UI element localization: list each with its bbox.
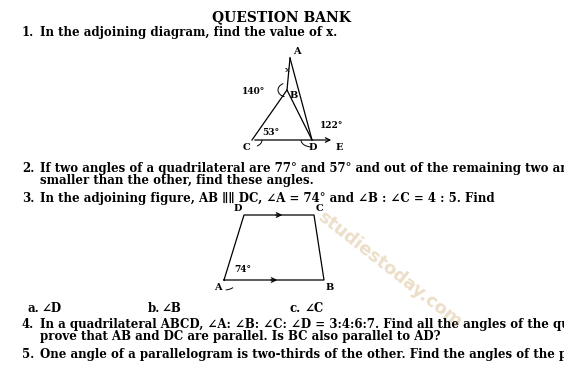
Text: E: E bbox=[336, 143, 343, 152]
Text: B: B bbox=[290, 91, 298, 100]
Text: B: B bbox=[326, 283, 334, 292]
Text: 5.: 5. bbox=[22, 348, 34, 361]
Text: studiestoday.com: studiestoday.com bbox=[315, 208, 465, 332]
Text: smaller than the other, find these angles.: smaller than the other, find these angle… bbox=[40, 174, 314, 187]
Text: In the adjoining figure, AB ∥∥ DC, ∠A = 74° and ∠B : ∠C = 4 : 5. Find: In the adjoining figure, AB ∥∥ DC, ∠A = … bbox=[40, 192, 495, 205]
Text: In the adjoining diagram, find the value of x.: In the adjoining diagram, find the value… bbox=[40, 26, 337, 39]
Text: c.: c. bbox=[290, 302, 301, 315]
Text: D: D bbox=[309, 143, 317, 152]
Text: x: x bbox=[285, 66, 289, 74]
Text: In a quadrilateral ABCD, ∠A: ∠B: ∠C: ∠D = 3:4:6:7. Find all the angles of the qu: In a quadrilateral ABCD, ∠A: ∠B: ∠C: ∠D … bbox=[40, 318, 564, 331]
Text: 74°: 74° bbox=[234, 265, 251, 274]
Text: ∠C: ∠C bbox=[305, 302, 324, 315]
Text: A: A bbox=[214, 283, 222, 292]
Text: 122°: 122° bbox=[320, 121, 343, 130]
Text: One angle of a parallelogram is two-thirds of the other. Find the angles of the : One angle of a parallelogram is two-thir… bbox=[40, 348, 564, 361]
Text: b.: b. bbox=[148, 302, 160, 315]
Text: If two angles of a quadrilateral are 77° and 57° and out of the remaining two an: If two angles of a quadrilateral are 77°… bbox=[40, 162, 564, 175]
Text: A: A bbox=[293, 47, 301, 56]
Text: 4.: 4. bbox=[22, 318, 34, 331]
Text: D: D bbox=[233, 204, 242, 213]
Text: 53°: 53° bbox=[262, 128, 279, 137]
Text: QUESTION BANK: QUESTION BANK bbox=[213, 10, 351, 24]
Text: 2.: 2. bbox=[22, 162, 34, 175]
Text: 1.: 1. bbox=[22, 26, 34, 39]
Text: ∠D: ∠D bbox=[42, 302, 62, 315]
Text: 140°: 140° bbox=[242, 88, 265, 97]
Text: a.: a. bbox=[28, 302, 39, 315]
Text: 3.: 3. bbox=[22, 192, 34, 205]
Text: C: C bbox=[243, 143, 250, 152]
Text: ∠B: ∠B bbox=[162, 302, 182, 315]
Text: C: C bbox=[316, 204, 324, 213]
Text: prove that AB and DC are parallel. Is BC also parallel to AD?: prove that AB and DC are parallel. Is BC… bbox=[40, 330, 440, 343]
